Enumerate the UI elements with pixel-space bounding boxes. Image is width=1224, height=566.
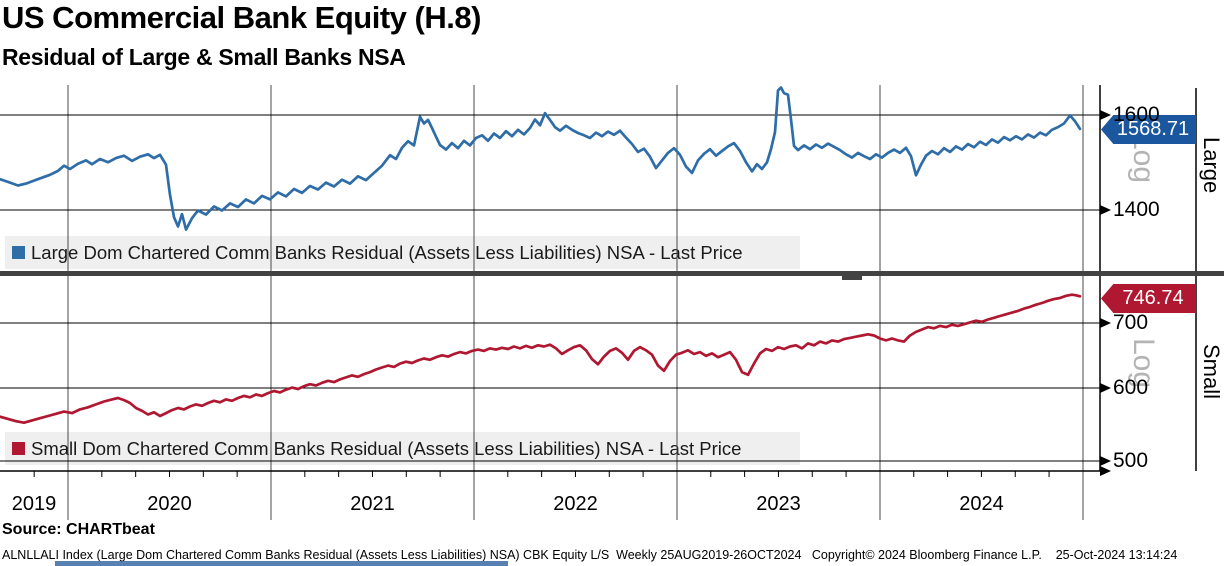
x-year-label: 2022: [553, 493, 598, 515]
legend-large-series[interactable]: Large Dom Chartered Comm Banks Residual …: [5, 236, 800, 269]
small-series-line: [0, 293, 1082, 425]
disclaimer-text: ALNLLALI Index (Large Dom Chartered Comm…: [2, 548, 1178, 562]
x-year-label: 2020: [147, 493, 192, 515]
page-subtitle: Residual of Large & Small Banks NSA: [2, 44, 406, 70]
y-tick-label: 600: [1113, 376, 1149, 399]
y-tick-label: 500: [1113, 449, 1149, 472]
panel-resize-handle[interactable]: [842, 276, 862, 280]
log-scale-label-small: Log: [1127, 338, 1160, 389]
x-year-label: 2019: [11, 493, 57, 515]
x-year-label: 2021: [350, 493, 395, 515]
y-tick-arrow: [1100, 383, 1111, 393]
panel-axis-label-small: Small: [1199, 344, 1224, 400]
selection-highlight: [55, 561, 508, 566]
y-tick-arrow: [1100, 205, 1111, 215]
y-tick-label: 1600: [1113, 103, 1160, 126]
small-series-swatch: [12, 442, 25, 455]
legend-small-series[interactable]: Small Dom Chartered Comm Banks Residual …: [5, 432, 800, 465]
y-tick-label: 1400: [1113, 198, 1160, 221]
x-year-label: 2024: [959, 493, 1004, 515]
small-last-price-flag: 746.74: [1101, 284, 1196, 313]
legend-large-label: Large Dom Chartered Comm Banks Residual …: [31, 241, 743, 263]
panel-divider[interactable]: [0, 271, 1224, 276]
large-series-swatch: [12, 246, 25, 259]
y-tick-arrow: [1100, 318, 1111, 328]
x-year-label: 2023: [756, 493, 801, 515]
panel-axis-label-large: Large: [1199, 137, 1224, 194]
large-series-line: [0, 86, 1082, 231]
y-tick-arrow: [1100, 110, 1111, 120]
source-label: Source: CHARTbeat: [2, 521, 155, 538]
x-axis-arrow: [1100, 466, 1111, 476]
legend-small-label: Small Dom Chartered Comm Banks Residual …: [31, 437, 742, 459]
y-tick-arrow: [1100, 456, 1111, 466]
large-last-price-flag: 1568.71: [1101, 115, 1196, 144]
y-tick-label: 700: [1113, 311, 1149, 334]
page-title: US Commercial Bank Equity (H.8): [2, 0, 481, 35]
